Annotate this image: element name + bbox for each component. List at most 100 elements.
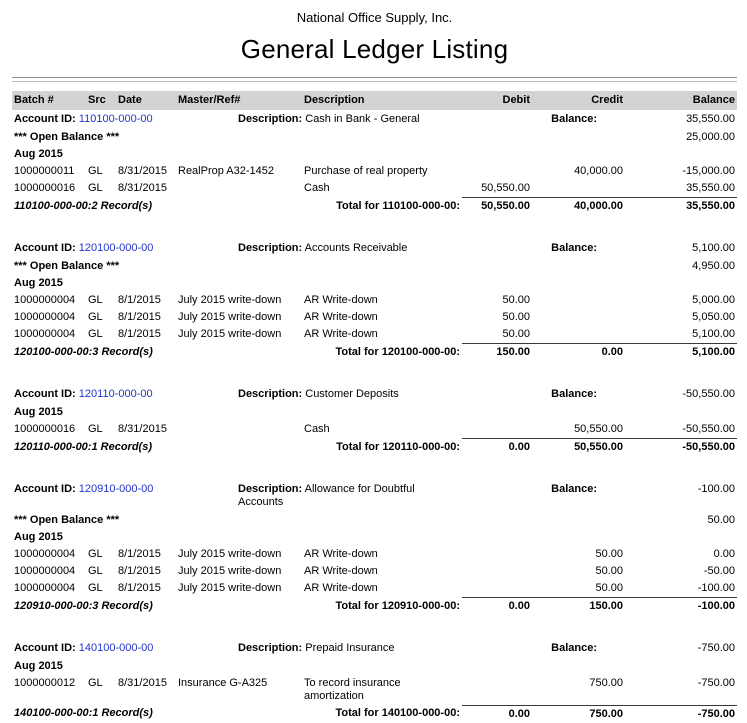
entry-date: 8/1/2015 bbox=[118, 548, 161, 560]
entry-credit bbox=[532, 309, 625, 326]
total-debit: 0.00 bbox=[462, 438, 532, 456]
open-balance-row: *** Open Balance *** 50.00 bbox=[12, 512, 737, 529]
entry-balance: 0.00 bbox=[713, 548, 735, 560]
account-total-label: Total for 120100-000-00: bbox=[335, 345, 460, 358]
account-description-label: Description: bbox=[238, 388, 303, 400]
entry-credit bbox=[532, 180, 625, 198]
entry-debit: 50.00 bbox=[502, 328, 530, 340]
total-debit: 150.00 bbox=[462, 343, 532, 361]
spacer-cell bbox=[12, 615, 737, 639]
account-header-row: Account ID: 140100-000-00 Description: Pr… bbox=[12, 639, 737, 658]
company-name: National Office Supply, Inc. bbox=[296, 10, 453, 25]
col-header-balance: Balance bbox=[625, 91, 737, 110]
total-balance: -750.00 bbox=[625, 704, 737, 723]
account-balance-value: 35,550.00 bbox=[686, 113, 735, 125]
entry-date: 8/31/2015 bbox=[118, 182, 167, 194]
total-credit: 750.00 bbox=[532, 704, 625, 723]
entry-balance: 5,000.00 bbox=[692, 294, 735, 306]
account-description-label: Description: bbox=[238, 242, 303, 254]
period-row: Aug 2015 bbox=[12, 404, 737, 421]
entry-balance: -100.00 bbox=[697, 582, 735, 594]
account-id-link[interactable]: 110100-000-00 bbox=[78, 113, 153, 125]
entry-date: 8/31/2015 bbox=[118, 165, 167, 177]
account-balance-value: -100.00 bbox=[697, 483, 735, 495]
account-total-label: Total for 120110-000-00: bbox=[336, 440, 460, 453]
period-label: Aug 2015 bbox=[14, 148, 63, 160]
account-description-value: Cash in Bank - General bbox=[305, 113, 420, 125]
entry-master bbox=[176, 180, 302, 198]
table-header-row: Batch # Src Date Master/Ref# Description… bbox=[12, 91, 737, 110]
entry-credit: 50,550.00 bbox=[574, 423, 623, 435]
entry-debit: 50.00 bbox=[502, 294, 530, 306]
entry-credit: 750.00 bbox=[589, 677, 623, 689]
entry-batch: 1000000004 bbox=[14, 328, 76, 340]
account-id-link[interactable]: 120910-000-00 bbox=[78, 483, 154, 495]
account-id-link[interactable]: 120110-000-00 bbox=[78, 388, 153, 400]
entry-debit bbox=[462, 163, 532, 180]
col-header-date: Date bbox=[116, 91, 176, 110]
entry-master: July 2015 write-down bbox=[178, 294, 282, 306]
entry-debit bbox=[462, 421, 532, 439]
entry-src: GL bbox=[88, 548, 103, 560]
entry-src: GL bbox=[88, 582, 103, 594]
account-records-label: 140100-000-00:1 Record(s) bbox=[14, 707, 153, 719]
total-credit: 0.00 bbox=[532, 343, 625, 361]
period-label: Aug 2015 bbox=[14, 277, 63, 289]
total-credit: 50,550.00 bbox=[532, 438, 625, 456]
entry-balance: -750.00 bbox=[697, 677, 735, 689]
account-total-label: Total for 110100-000-00: bbox=[336, 199, 460, 212]
total-credit: 40,000.00 bbox=[532, 197, 625, 215]
total-credit: 150.00 bbox=[532, 597, 625, 615]
entry-balance: 35,550.00 bbox=[686, 182, 735, 194]
open-balance-value: 25,000.00 bbox=[686, 131, 735, 143]
entry-date: 8/1/2015 bbox=[118, 311, 161, 323]
period-row: Aug 2015 bbox=[12, 275, 737, 292]
account-balance-label: Balance: bbox=[551, 642, 597, 654]
entry-description: AR Write-down bbox=[304, 311, 378, 323]
spacer-cell bbox=[12, 215, 737, 239]
account-id-cell: Account ID: 120110-000-00 bbox=[12, 385, 176, 404]
col-header-description: Description bbox=[302, 91, 462, 110]
entry-batch: 1000000004 bbox=[14, 294, 76, 306]
account-id-link[interactable]: 120100-000-00 bbox=[78, 242, 154, 254]
entry-balance: -15,000.00 bbox=[682, 165, 735, 177]
account-header-row: Account ID: 120110-000-00 Description: Cu… bbox=[12, 385, 737, 404]
account-description-value: Prepaid Insurance bbox=[305, 642, 395, 654]
account-total-label: Total for 120910-000-00: bbox=[335, 599, 460, 612]
account-balance-value: -50,550.00 bbox=[682, 388, 735, 400]
account-balance-value: 5,100.00 bbox=[692, 242, 735, 254]
account-total-row: 120910-000-00:3 Record(s) Total for 12091… bbox=[12, 597, 737, 615]
account-description-cell: Description: Accounts Receivable bbox=[176, 239, 462, 258]
entry-date: 8/31/2015 bbox=[118, 677, 167, 689]
entry-date: 8/1/2015 bbox=[118, 328, 161, 340]
entry-description: Purchase of real property bbox=[304, 165, 428, 177]
entry-src: GL bbox=[88, 311, 103, 323]
col-header-credit: Credit bbox=[532, 91, 625, 110]
account-id-label: Account ID: bbox=[14, 242, 76, 254]
entry-master: RealProp A32-1452 bbox=[178, 165, 275, 177]
ledger-entry-row: 1000000004 GL 8/1/2015 July 2015 write-down… bbox=[12, 292, 737, 309]
account-header-row: Account ID: 120910-000-00 Description: Al… bbox=[12, 480, 737, 512]
entry-date: 8/1/2015 bbox=[118, 582, 161, 594]
account-records-label: 120110-000-00:1 Record(s) bbox=[14, 440, 152, 453]
entry-credit: 40,000.00 bbox=[574, 165, 623, 177]
account-id-cell: Account ID: 110100-000-00 bbox=[12, 110, 176, 129]
entry-debit bbox=[462, 580, 532, 598]
ledger-entry-row: 1000000004 GL 8/1/2015 July 2015 write-down… bbox=[12, 309, 737, 326]
total-balance: -50,550.00 bbox=[625, 438, 737, 456]
ledger-entry-row: 1000000011 GL 8/31/2015 RealProp A32-1452 Pu… bbox=[12, 163, 737, 180]
spacer-cell bbox=[12, 361, 737, 385]
report-body: Account ID: 110100-000-00 Description: Ca… bbox=[12, 110, 737, 723]
ledger-table: Batch # Src Date Master/Ref# Description… bbox=[12, 91, 737, 723]
account-description-cell: Description: Customer Deposits bbox=[176, 385, 462, 404]
entry-master: July 2015 write-down bbox=[178, 548, 282, 560]
entry-src: GL bbox=[88, 328, 103, 340]
entry-credit: 50.00 bbox=[595, 548, 623, 560]
account-id-label: Account ID: bbox=[14, 642, 76, 654]
entry-description: AR Write-down bbox=[304, 294, 378, 306]
total-balance: -100.00 bbox=[625, 597, 737, 615]
account-records-label: 120100-000-00:3 Record(s) bbox=[14, 345, 153, 358]
account-id-link[interactable]: 140100-000-00 bbox=[78, 642, 154, 654]
entry-batch: 1000000016 bbox=[14, 423, 76, 435]
account-total-row: 140100-000-00:1 Record(s) Total for 14010… bbox=[12, 704, 737, 723]
